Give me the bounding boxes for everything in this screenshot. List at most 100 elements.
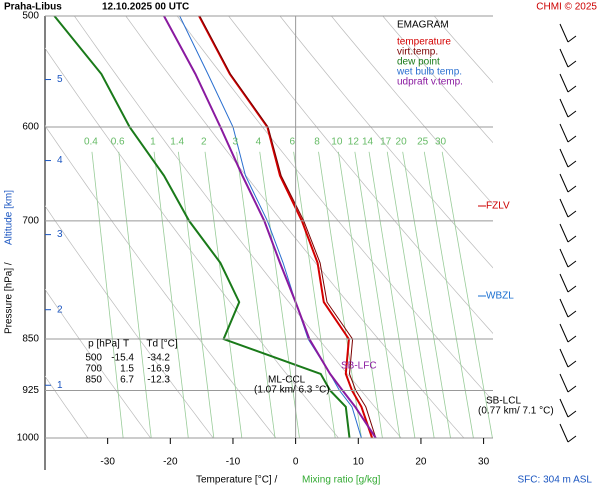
legend-title: EMAGRAM [397,20,449,31]
series-line [198,16,374,438]
credit: CHMI © 2025 [536,2,597,13]
barb-staff [559,123,569,143]
x-tick-label: 10 [353,457,365,468]
altitude-label: 4 [57,155,63,166]
mixing-ratio-label: 25 [417,137,429,148]
series-line [163,16,377,438]
mixing-ratio-line [386,151,435,438]
altitude-label: 5 [57,74,63,85]
footer: SFC: 304 m ASL [518,475,593,486]
mixing-ratio-label: 1 [150,137,156,148]
table-cell: 700 [85,364,102,375]
barb-staff [559,248,569,268]
legend-label: dew point [397,57,440,68]
y-label: Pressure [hPa] / [4,262,15,334]
time: 12.10.2025 00 UTC [102,2,189,13]
mixing-ratio-line [118,151,152,438]
barb-flag [567,135,577,143]
table-header: Td [°C] [146,339,177,350]
mixing-ratio-label: 1.4 [170,137,184,148]
mixing-ratio-label: 0.4 [84,137,98,148]
barb-staff [559,98,569,118]
barb-flag [567,435,577,443]
y-tick-label: 850 [22,334,39,345]
dry-adiabat [228,16,493,334]
x-tick-label: -10 [226,457,241,468]
barb-flag [567,360,577,368]
wind-barbs [559,23,577,443]
mixing-ratio-label: 3 [232,137,238,148]
mixing-ratio-line [423,151,474,438]
annotation: (0.77 km/ 7.1 °C) [478,406,554,417]
legend-label: wet bulb temp. [396,67,462,78]
barb-flag [567,85,577,93]
barb-staff [559,23,569,43]
mixing-ratio-label: 30 [435,137,447,148]
mixing-ratio-label: 4 [256,137,262,148]
station: Praha-Libus [4,2,62,13]
table-header: p [hPa] [88,339,120,350]
barb-staff [559,48,569,68]
mixing-ratio-label: 6 [289,137,295,148]
table-cell: 6.7 [120,375,134,386]
altitude-label: 3 [57,229,63,240]
series-line [179,16,362,438]
barb-staff [559,198,569,218]
y-tick-label: 600 [22,122,39,133]
mixing-ratio-label: 8 [314,137,320,148]
barb-flag [567,260,577,268]
table-cell: -12.3 [147,375,170,386]
barb-flag [567,385,577,393]
barb-staff [559,148,569,168]
mixing-ratio-label: 20 [396,137,408,148]
annotation: ML-CCL [268,375,306,386]
barb-flag [567,110,577,118]
mixing-ratio-label: 12 [348,137,360,148]
barb-staff [559,423,569,443]
annotation: FZLV [486,201,510,212]
x-tick-label: 20 [415,457,427,468]
x-tick-label: 0 [293,457,299,468]
barb-staff [559,73,569,93]
barb-flag [567,235,577,243]
barb-flag [567,410,577,418]
barb-flag [567,310,577,318]
barb-staff [559,348,569,368]
x2-label: Mixing ratio [g/kg] [302,475,381,486]
barb-flag [567,35,577,43]
dry-adiabat [45,125,277,438]
barb-staff [559,373,569,393]
y2-label: Altitude [km] [4,190,15,245]
x-label: Temperature [°C] / [196,475,277,486]
annotation: (1.07 km/ 6.3 °C) [254,385,330,396]
dry-adiabat [331,16,493,205]
barb-flag [567,60,577,68]
mixing-ratio-label: 0.6 [111,137,125,148]
table-cell: 1.5 [120,364,134,375]
annotation: WBZL [486,291,514,302]
series-line [199,16,377,438]
mixing-ratio-line [354,151,401,438]
barb-staff [559,298,569,318]
dry-adiabat [125,16,465,438]
x-tick-label: -30 [100,457,115,468]
legend-label: udpraft v.temp. [397,77,463,88]
series-line [53,16,351,438]
mixing-ratio-line [91,151,124,438]
y-tick-label: 1000 [17,433,40,444]
mixing-ratio-line [177,151,215,438]
table-cell: -15.4 [111,353,134,364]
table-cell: -16.9 [147,364,170,375]
barb-flag [567,160,577,168]
mixing-ratio-label: 10 [331,137,343,148]
y-tick-label: 500 [22,11,39,22]
barb-flag [567,335,577,343]
y-tick-label: 925 [22,385,39,396]
y-tick-label: 700 [22,215,39,226]
barb-flag [567,210,577,218]
altitude-label: 1 [57,380,63,391]
dry-adiabat [74,16,402,438]
legend-label: virt.temp. [397,47,438,58]
barb-staff [559,323,569,343]
table-cell: 500 [85,353,102,364]
